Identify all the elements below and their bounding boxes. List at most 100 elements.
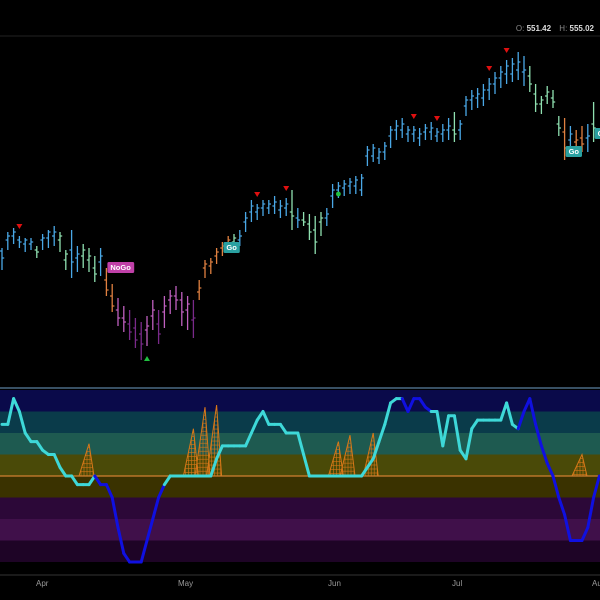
ohlc-bar xyxy=(115,298,121,326)
oscillator-segment xyxy=(278,422,288,435)
spike-outline xyxy=(327,441,344,477)
ohlc-bar xyxy=(162,296,167,328)
ohlc-bar xyxy=(376,148,382,164)
ohlc-bar xyxy=(57,232,63,252)
go-label: Go xyxy=(223,242,240,253)
ohlc-bar xyxy=(0,248,5,270)
oscillator-band xyxy=(0,519,600,541)
spike-outline xyxy=(362,432,379,477)
histogram-spike xyxy=(206,404,223,477)
oscillator-segment xyxy=(516,410,526,431)
oscillator-segment xyxy=(12,397,21,413)
ohlc-bar xyxy=(318,212,324,236)
ohlc-bar xyxy=(284,198,289,216)
ohlc-bar xyxy=(307,214,312,240)
down-signal-triangle xyxy=(16,224,23,229)
ohlc-bar xyxy=(289,190,295,230)
ohlc-bar xyxy=(481,84,486,106)
ohlc-bar xyxy=(272,196,277,214)
oscillator-segment xyxy=(563,513,572,542)
oscillator-segment xyxy=(296,431,306,456)
signal-markers xyxy=(16,48,510,361)
up-signal-triangle xyxy=(144,356,150,361)
go-label: Go xyxy=(565,146,582,157)
ohlc-bar xyxy=(510,58,515,82)
oscillator-segment xyxy=(464,427,474,461)
ohlc-bar xyxy=(202,260,208,278)
down-signal-triangle xyxy=(503,48,510,53)
high-value: 555.02 xyxy=(569,24,594,33)
oscillator-segment xyxy=(209,457,219,478)
oscillator-segment xyxy=(592,474,600,499)
ohlc-bar xyxy=(394,120,399,140)
oscillator-segment xyxy=(360,465,369,478)
oscillator-segment xyxy=(87,474,97,487)
oscillator-segment xyxy=(435,410,445,448)
ohlc-bar xyxy=(550,90,556,108)
label-text: G xyxy=(598,129,600,138)
ohlc-bar xyxy=(110,284,115,312)
oscillator-segment xyxy=(139,539,149,564)
ohlc-bar xyxy=(5,232,10,250)
ohlc-bar xyxy=(533,84,538,112)
month-label-jun: Jun xyxy=(328,579,341,588)
month-label-may: May xyxy=(178,579,194,588)
ohlc-bar xyxy=(104,268,109,296)
down-signal-triangle xyxy=(254,192,261,197)
oscillator-segment xyxy=(539,444,549,465)
ohlc-bar xyxy=(371,144,376,162)
ohlc-bar xyxy=(342,180,347,196)
oscillator-segment xyxy=(249,418,259,435)
ohlc-bar xyxy=(34,246,39,258)
oscillator-segment xyxy=(534,422,543,448)
oscillator-band xyxy=(0,454,600,476)
ohlc-bar xyxy=(249,200,254,222)
down-signal-triangle xyxy=(410,114,417,119)
ohlc-bar xyxy=(585,124,590,152)
ohlc-bar xyxy=(156,310,161,344)
oscillator-segment xyxy=(470,418,480,431)
oscillator-segment xyxy=(122,551,132,564)
ohlc-bar xyxy=(516,52,521,80)
label-box xyxy=(565,146,582,157)
oscillator-segment xyxy=(104,483,114,499)
ohlc-bar xyxy=(63,250,68,270)
ohlc-bar xyxy=(313,216,318,254)
down-signal-triangle xyxy=(434,116,440,121)
ohlc-bar xyxy=(185,296,190,330)
ohlc-bar xyxy=(423,124,428,140)
down-signal-triangle xyxy=(486,66,493,71)
ohlc-bar xyxy=(23,238,28,252)
ohlc-bar xyxy=(150,300,155,330)
ohlc-bar xyxy=(556,116,561,136)
label-box xyxy=(107,262,135,273)
ohlc-bar xyxy=(81,244,86,268)
label-text: Go xyxy=(569,147,580,156)
ohlc-bar xyxy=(492,72,498,94)
oscillator-segment xyxy=(215,444,224,461)
oscillator-band xyxy=(0,497,600,519)
ohlc-bar xyxy=(388,126,393,148)
ohlc-bar xyxy=(260,200,266,216)
price-pane: NoGo Go Go G xyxy=(0,35,600,361)
ohlc-bar xyxy=(539,96,544,114)
ohlc-bar xyxy=(301,212,306,226)
oscillator-segment xyxy=(580,526,590,542)
ohlc-bar xyxy=(133,318,138,348)
ohlc-bar xyxy=(255,204,260,220)
ohlc-bar xyxy=(168,290,173,314)
ohlc-bar xyxy=(197,280,202,300)
ohlc-bar xyxy=(487,78,492,100)
month-label-aug: Au xyxy=(592,579,600,588)
ohlc-bar xyxy=(463,96,469,116)
oscillator-segment xyxy=(302,453,311,478)
label-text: NoGo xyxy=(110,263,131,272)
ohlc-bar xyxy=(330,184,335,208)
oscillator-segment xyxy=(145,517,155,542)
ohlc-bar xyxy=(127,310,132,340)
oscillator-segment xyxy=(400,397,410,413)
go-nogo-labels: NoGo Go Go G xyxy=(107,128,600,273)
oscillator-segment xyxy=(17,410,27,435)
open-value: 551.42 xyxy=(526,24,552,33)
ohlc-bar xyxy=(359,174,364,196)
